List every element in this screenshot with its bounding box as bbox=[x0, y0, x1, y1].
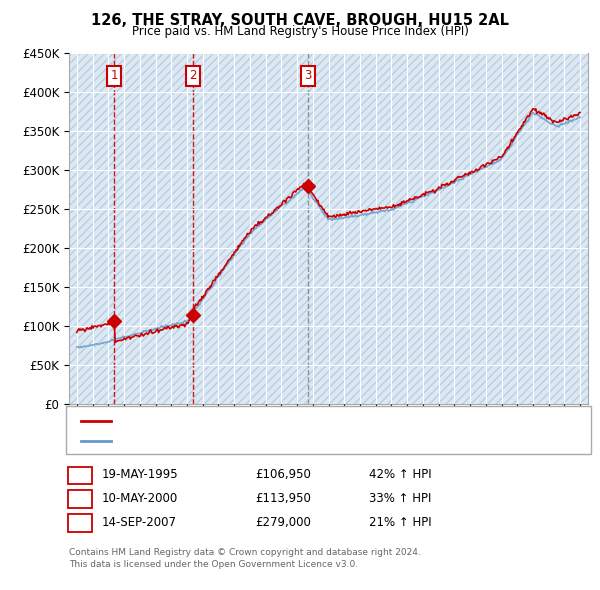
Text: 1: 1 bbox=[76, 468, 83, 481]
Text: 126, THE STRAY, SOUTH CAVE, BROUGH, HU15 2AL (detached house): 126, THE STRAY, SOUTH CAVE, BROUGH, HU15… bbox=[117, 416, 479, 426]
Text: £106,950: £106,950 bbox=[255, 468, 311, 481]
Text: 19-MAY-1995: 19-MAY-1995 bbox=[102, 468, 179, 481]
Text: 2: 2 bbox=[76, 492, 83, 505]
Text: 14-SEP-2007: 14-SEP-2007 bbox=[102, 516, 177, 529]
Text: Contains HM Land Registry data © Crown copyright and database right 2024.: Contains HM Land Registry data © Crown c… bbox=[69, 548, 421, 557]
Text: 126, THE STRAY, SOUTH CAVE, BROUGH, HU15 2AL: 126, THE STRAY, SOUTH CAVE, BROUGH, HU15… bbox=[91, 13, 509, 28]
Text: 33% ↑ HPI: 33% ↑ HPI bbox=[369, 492, 431, 505]
Text: This data is licensed under the Open Government Licence v3.0.: This data is licensed under the Open Gov… bbox=[69, 560, 358, 569]
Text: £279,000: £279,000 bbox=[255, 516, 311, 529]
Text: 42% ↑ HPI: 42% ↑ HPI bbox=[369, 468, 431, 481]
Text: Price paid vs. HM Land Registry's House Price Index (HPI): Price paid vs. HM Land Registry's House … bbox=[131, 25, 469, 38]
Text: 3: 3 bbox=[76, 516, 83, 529]
Text: 10-MAY-2000: 10-MAY-2000 bbox=[102, 492, 178, 505]
Text: 3: 3 bbox=[305, 70, 312, 83]
Text: 2: 2 bbox=[189, 70, 196, 83]
Text: HPI: Average price, detached house, East Riding of Yorkshire: HPI: Average price, detached house, East… bbox=[117, 436, 433, 445]
Text: 21% ↑ HPI: 21% ↑ HPI bbox=[369, 516, 431, 529]
Text: £113,950: £113,950 bbox=[255, 492, 311, 505]
Text: 1: 1 bbox=[110, 70, 118, 83]
